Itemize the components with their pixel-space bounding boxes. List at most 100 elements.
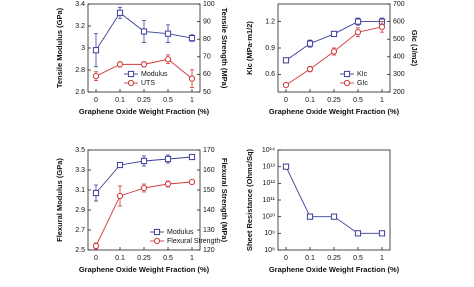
y-tick-label: 3.2	[75, 23, 85, 30]
marker	[164, 30, 172, 37]
y2-tick-label: 120	[203, 247, 215, 254]
y2-tick-label: 600	[393, 18, 405, 25]
y-tick-label: 2.6	[75, 89, 85, 96]
y2-tick-label: 90	[203, 18, 211, 25]
y-axis-label: Tensile Modulus (GPa)	[55, 7, 64, 88]
legend-label: UTS	[141, 80, 155, 87]
y-tick-label: 0.6	[265, 71, 275, 78]
y-tick-label: 3.4	[75, 1, 85, 8]
y-tick-label: 2.5	[75, 247, 85, 254]
marker	[116, 61, 124, 68]
marker	[164, 180, 172, 188]
y-tick-label: 10¹¹	[263, 197, 276, 204]
plot-frame	[87, 3, 201, 93]
y2-tick-label: 400	[393, 54, 405, 61]
marker	[306, 40, 314, 47]
marker	[343, 79, 351, 87]
marker	[282, 81, 290, 89]
y-tick-label: 1.2	[265, 18, 275, 25]
marker	[92, 242, 100, 250]
marker	[354, 18, 362, 25]
marker	[306, 213, 314, 220]
marker	[116, 9, 124, 16]
marker	[330, 213, 338, 220]
y2-axis-label: GIc (J/m2)	[410, 30, 419, 67]
marker	[188, 178, 196, 186]
marker	[116, 161, 124, 169]
x-tick-label: 0.5	[353, 255, 363, 262]
marker	[378, 23, 386, 30]
x-tick-label: 0.5	[163, 255, 173, 262]
y-tick-label: 10¹²	[263, 180, 276, 187]
marker	[116, 192, 124, 200]
y-tick-label: 2.8	[75, 67, 85, 74]
marker	[164, 56, 172, 63]
x-tick-label: 0	[284, 97, 288, 104]
y-axis-label: Flexural Modulus (GPa)	[55, 158, 64, 242]
marker	[330, 30, 338, 38]
x-tick-label: 0.1	[115, 97, 125, 104]
marker	[282, 163, 290, 170]
x-tick-label: 0.25	[137, 255, 151, 262]
x-tick-label: 1	[190, 97, 194, 104]
marker	[354, 230, 362, 237]
legend-label: KIc	[357, 71, 368, 78]
y-tick-label: 10¹³	[263, 164, 276, 171]
y-tick-label: 2.9	[75, 207, 85, 214]
x-tick-label: 0.1	[305, 97, 315, 104]
marker	[140, 28, 148, 35]
x-tick-label: 0.25	[327, 97, 341, 104]
y-tick-label: 10⁸	[264, 247, 275, 254]
y-tick-label: 2.7	[75, 227, 85, 234]
y2-tick-label: 80	[203, 36, 211, 43]
x-tick-label: 0	[284, 255, 288, 262]
y-tick-label: 3	[81, 45, 85, 52]
x-tick-label: 1	[380, 255, 384, 262]
y2-tick-label: 300	[393, 71, 405, 78]
marker	[92, 73, 100, 80]
y2-tick-label: 100	[203, 1, 215, 8]
y2-tick-label: 170	[203, 147, 215, 154]
x-tick-label: 0.5	[163, 97, 173, 104]
y2-tick-label: 500	[393, 36, 405, 43]
marker	[330, 48, 338, 55]
legend-label: GIc	[357, 80, 368, 87]
x-tick-label: 0.5	[353, 97, 363, 104]
legend-label: Modulus	[141, 71, 168, 78]
x-axis-label: Graphene Oxide Weight Fraction (%)	[269, 265, 400, 274]
marker	[164, 155, 172, 163]
marker	[140, 61, 148, 68]
y2-tick-label: 140	[203, 207, 215, 214]
y2-tick-label: 150	[203, 187, 215, 194]
y2-tick-label: 160	[203, 167, 215, 174]
y-tick-label: 3.1	[75, 187, 85, 194]
y-tick-label: 10¹⁰	[262, 213, 275, 221]
y2-tick-label: 50	[203, 89, 211, 96]
marker	[92, 47, 100, 54]
x-tick-label: 0	[94, 255, 98, 262]
y2-tick-label: 130	[203, 227, 215, 234]
legend-label: Flexural Strength	[167, 238, 220, 245]
y-tick-label: 3.3	[75, 167, 85, 174]
y-tick-label: 0.9	[265, 45, 275, 52]
plot-frame	[277, 149, 391, 251]
x-axis-label: Graphene Oxide Weight Fraction (%)	[269, 107, 400, 116]
marker	[354, 29, 362, 36]
y-tick-label: 3.5	[75, 147, 85, 154]
marker	[127, 70, 135, 78]
marker	[140, 184, 148, 192]
marker	[140, 157, 148, 165]
x-axis-label: Graphene Oxide Weight Fraction (%)	[79, 265, 210, 274]
marker	[153, 237, 161, 245]
legend-label: Modulus	[167, 229, 194, 236]
y2-tick-label: 700	[393, 1, 405, 8]
marker	[343, 70, 351, 78]
y-tick-label: 10⁹	[264, 230, 275, 237]
y2-axis-label: Tensile Strength (MPa)	[220, 8, 229, 89]
x-tick-label: 1	[190, 255, 194, 262]
marker	[282, 57, 290, 64]
y2-axis-label: Flexural Strength (MPa)	[220, 158, 229, 243]
x-tick-label: 0	[94, 97, 98, 104]
